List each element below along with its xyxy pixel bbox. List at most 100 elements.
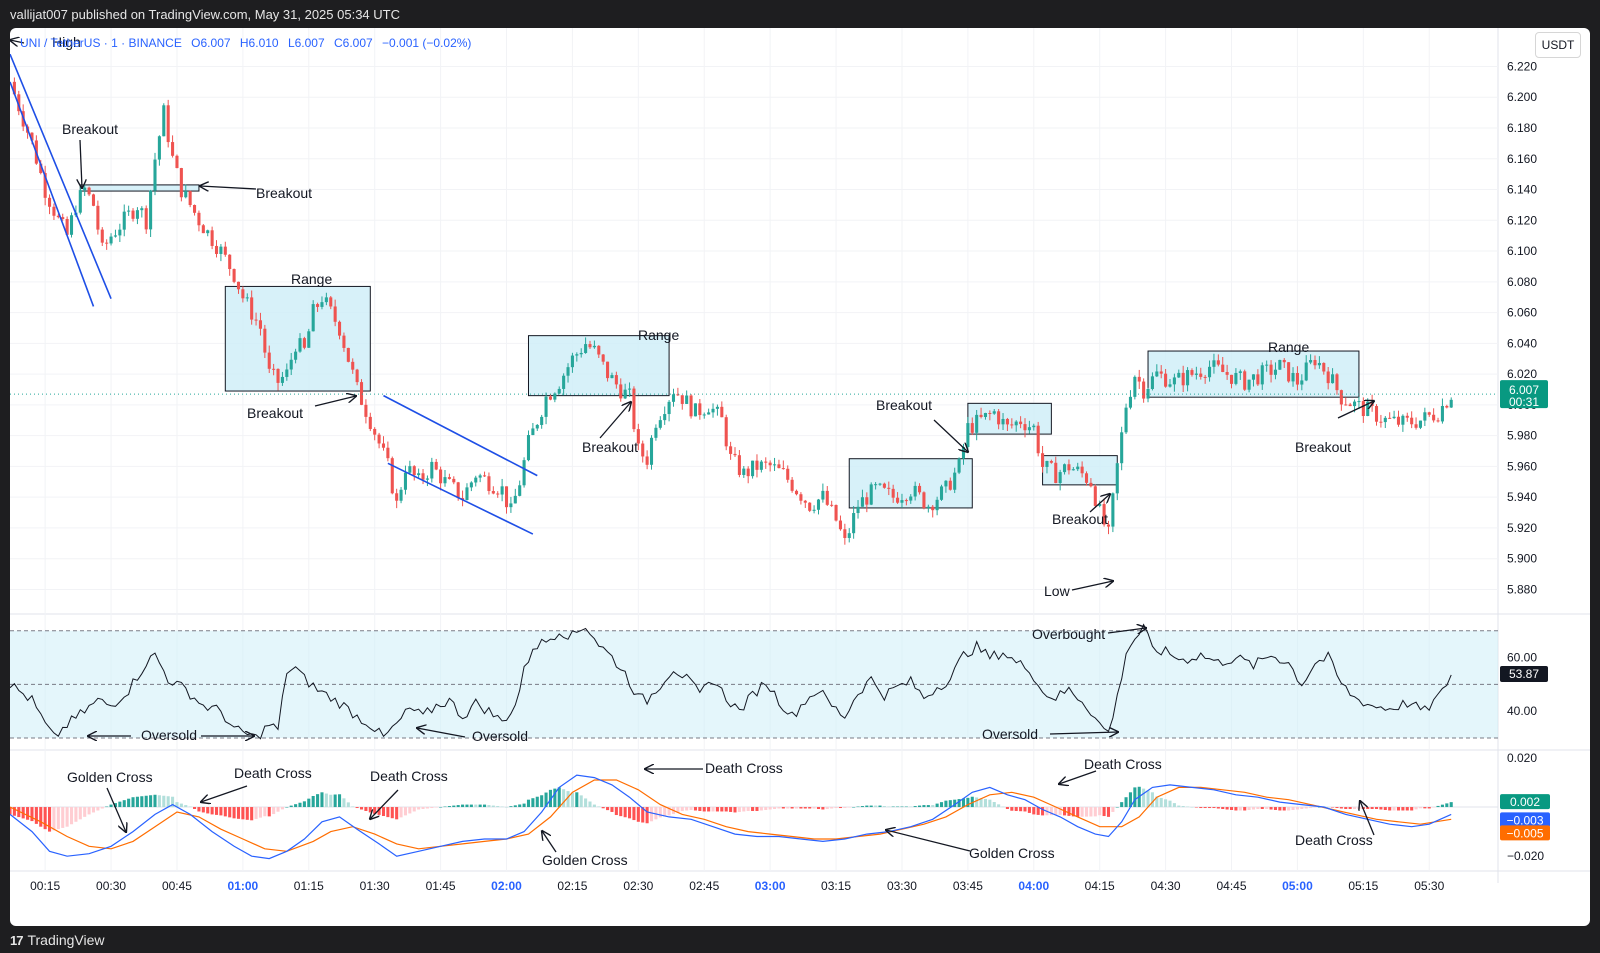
annotation-label: Overbought <box>1032 626 1105 642</box>
macd-histogram-bar <box>1295 807 1299 810</box>
macd-histogram-bar <box>316 794 320 808</box>
candle-body <box>1357 401 1361 403</box>
macd-histogram-bar <box>865 805 869 808</box>
macd-histogram-bar <box>856 806 860 808</box>
macd-histogram-bar <box>1326 807 1330 808</box>
macd-histogram-bar <box>1243 807 1247 811</box>
candle-body <box>983 412 987 417</box>
macd-histogram-bar <box>324 793 328 808</box>
low-value: L6.007 <box>287 36 325 50</box>
candle-body <box>320 302 324 307</box>
macd-histogram-bar <box>34 807 38 824</box>
annotation-label: Oversold <box>472 728 528 744</box>
macd-histogram-bar <box>1208 807 1212 809</box>
macd-histogram-bar <box>223 807 227 817</box>
candle-body <box>368 416 372 429</box>
candle-body <box>887 487 891 489</box>
annotation-label: Death Cross <box>705 760 783 776</box>
candle-body <box>548 396 552 400</box>
candle-body <box>891 488 895 498</box>
macd-histogram-bar <box>860 806 864 808</box>
candle-body <box>812 509 816 511</box>
price-tick-label: 6.020 <box>1507 367 1537 381</box>
macd-histogram-bar <box>518 804 522 808</box>
candle-body <box>623 389 627 399</box>
macd-histogram-bar <box>302 801 306 808</box>
candle-body <box>1405 415 1409 418</box>
candle-body <box>364 404 368 417</box>
candle-body <box>592 345 596 348</box>
candle-body <box>579 352 583 355</box>
candle-body <box>1159 371 1163 374</box>
candle-body <box>193 205 197 213</box>
macd-histogram-bar <box>584 798 588 808</box>
candle-body <box>48 197 52 207</box>
macd-histogram-bar <box>1445 803 1449 808</box>
macd-histogram-bar <box>553 788 557 808</box>
candle-body <box>1300 380 1304 385</box>
macd-histogram-bar <box>263 807 267 817</box>
time-tick-label: 04:00 <box>1018 879 1049 893</box>
candle-body <box>351 361 355 370</box>
candle-body <box>1137 376 1141 382</box>
candle-body <box>1265 364 1269 366</box>
chart-panel[interactable]: 5.8805.9005.9205.9405.9605.9806.0006.020… <box>10 28 1590 926</box>
candle-body <box>1278 359 1282 370</box>
candle-body <box>245 297 249 299</box>
candle-body <box>1282 359 1286 363</box>
macd-histogram-bar <box>544 792 548 808</box>
candle-body <box>1383 417 1387 423</box>
macd-histogram-bar <box>707 807 711 812</box>
currency-button[interactable]: USDT <box>1535 32 1581 58</box>
macd-histogram-bar <box>562 789 566 808</box>
macd-histogram-bar <box>43 807 47 830</box>
macd-histogram-bar <box>847 807 851 808</box>
candle-body <box>228 254 232 270</box>
candle-body <box>421 473 425 480</box>
macd-histogram-bar <box>601 807 605 809</box>
macd-histogram-bar <box>773 807 777 810</box>
macd-signal-value-label: −0.005 <box>1506 826 1543 840</box>
candle-body <box>649 437 654 465</box>
candle-body <box>377 434 381 444</box>
candle-body <box>830 504 834 506</box>
macd-histogram-bar <box>983 798 987 808</box>
macd-histogram-bar <box>1449 802 1453 808</box>
candle-body <box>667 401 671 415</box>
candle-body <box>1273 369 1277 375</box>
macd-histogram-bar <box>1344 807 1348 810</box>
macd-histogram-bar <box>188 806 192 808</box>
macd-histogram-bar <box>1058 807 1062 815</box>
macd-histogram-bar <box>1401 807 1405 811</box>
candle-body <box>975 414 979 433</box>
candle-body <box>1436 420 1440 422</box>
macd-histogram-bar <box>10 807 12 815</box>
candle-body <box>948 480 952 490</box>
macd-histogram-bar <box>1247 807 1251 810</box>
candle-body <box>496 493 500 495</box>
change-value: −0.001 (−0.02%) <box>382 36 472 50</box>
price-tick-label: 5.980 <box>1507 429 1537 443</box>
macd-histogram-bar <box>1142 788 1146 808</box>
candle-body <box>91 194 96 206</box>
macd-histogram-bar <box>412 807 416 812</box>
tradingview-logo[interactable]: 17 TradingView <box>10 932 105 948</box>
macd-histogram-bar <box>1339 807 1343 809</box>
symbol-legend: UNI / TetherUS · 1 · BINANCE O6.007 H6.0… <box>20 36 477 50</box>
rsi-value-badge <box>1500 665 1548 682</box>
macd-histogram-bar <box>390 807 394 819</box>
candle-body <box>1247 379 1251 390</box>
macd-histogram-bar <box>610 807 614 812</box>
macd-histogram-bar <box>641 807 645 823</box>
macd-histogram-bar <box>1155 796 1159 808</box>
candle-body <box>1322 362 1326 372</box>
macd-histogram-bar <box>320 792 324 808</box>
candle-body <box>1361 401 1365 417</box>
macd-histogram-bar <box>724 807 728 812</box>
macd-histogram-bar <box>439 807 443 808</box>
chart-canvas[interactable]: 5.8805.9005.9205.9405.9605.9806.0006.020… <box>10 28 1590 926</box>
macd-histogram-bar <box>737 807 741 812</box>
symbol-label[interactable]: UNI / TetherUS · 1 · BINANCE <box>20 36 182 50</box>
candle-body <box>825 490 829 505</box>
candle-body <box>1353 401 1357 407</box>
